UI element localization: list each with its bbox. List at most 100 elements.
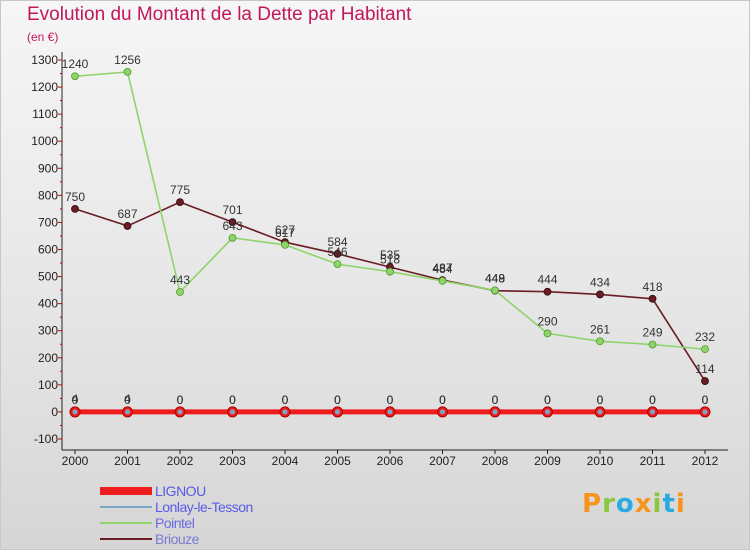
y-tick-label: 1000 (31, 134, 58, 148)
data-label-lonlay-le-tesson: 0 (177, 393, 184, 407)
x-tick-label: 2008 (482, 454, 509, 468)
data-label-lignou: 0 (544, 393, 551, 407)
data-label-lignou: 0 (649, 393, 656, 407)
y-tick-label: -100 (34, 432, 58, 446)
data-point-pointel (176, 288, 184, 296)
data-label-pointel: 249 (642, 326, 662, 340)
data-label-briouze: 434 (590, 275, 610, 289)
data-label-lignou: 0 (124, 393, 131, 407)
y-tick-label: 0 (51, 405, 58, 419)
data-label-pointel: 449 (485, 271, 505, 285)
data-point-briouze (333, 249, 342, 258)
data-label-lignou: 0 (387, 393, 394, 407)
data-point-pointel (701, 345, 709, 354)
legend-label-lonlay-le-tesson: Lonlay-le-Tesson (155, 499, 253, 515)
y-tick-label: 1200 (31, 80, 58, 94)
data-label-briouze: 775 (170, 183, 190, 197)
data-point-pointel (491, 286, 499, 295)
legend-swatch-lignou (100, 487, 152, 495)
x-tick-label: 2002 (167, 454, 194, 468)
data-label-pointel: 1256 (114, 53, 141, 67)
data-label-lignou: 0 (597, 393, 604, 407)
chart-unit: (en €) (27, 30, 59, 44)
data-point-inner-lignou (125, 409, 130, 415)
data-label-pointel: 443 (170, 273, 190, 287)
data-label-briouze: 114 (695, 362, 714, 376)
data-point-inner-lignou (650, 409, 655, 415)
data-label-lonlay-le-tesson: 0 (282, 393, 289, 407)
data-label-briouze: 535 (380, 248, 400, 262)
x-tick-label: 2012 (692, 454, 719, 468)
data-label-pointel: 546 (327, 245, 347, 259)
data-label-briouze: 701 (222, 203, 242, 217)
legend-label-briouze: Briouze (155, 531, 199, 547)
x-tick-label: 2005 (324, 454, 351, 468)
data-label-lonlay-le-tesson: 0 (544, 393, 551, 407)
data-label-briouze: 444 (537, 273, 557, 287)
series-line-pointel (74, 71, 706, 350)
series-line-briouze (74, 201, 706, 382)
data-label-lonlay-le-tesson: 0 (597, 393, 604, 407)
data-label-lignou: 0 (72, 393, 79, 407)
data-label-briouze: 687 (117, 207, 137, 221)
data-point-pointel (281, 240, 289, 249)
data-label-briouze: 584 (327, 235, 347, 249)
data-point-inner-lignou (177, 409, 183, 415)
data-label-pointel: 290 (537, 314, 557, 328)
data-point-briouze (228, 218, 237, 227)
data-point-briouze (543, 287, 552, 296)
data-point-pointel (438, 277, 447, 285)
data-point-inner-lignou (72, 409, 78, 415)
data-label-pointel: 643 (222, 219, 242, 233)
x-tick-label: 2009 (534, 454, 561, 468)
data-label-lignou: 0 (177, 393, 184, 407)
data-label-briouze: 418 (642, 280, 662, 294)
y-tick-label: 200 (38, 351, 58, 365)
y-tick-label: 800 (38, 188, 58, 202)
legend-swatch-pointel (100, 522, 152, 524)
data-point-pointel (543, 329, 552, 338)
data-label-briouze: 487 (432, 261, 452, 275)
data-point-inner-lignou (492, 409, 498, 415)
x-tick-label: 2001 (114, 454, 141, 468)
data-point-pointel (386, 267, 394, 276)
data-point-inner-lignou (282, 409, 288, 415)
data-label-pointel: 518 (380, 253, 400, 267)
data-label-lonlay-le-tesson: 4 (124, 392, 131, 406)
x-tick-label: 2011 (640, 454, 666, 468)
data-label-pointel: 261 (590, 322, 610, 336)
data-point-inner-lignou (440, 409, 445, 415)
legend-swatch-lonlay-le-tesson (100, 506, 152, 508)
data-point-inner-lignou (545, 409, 550, 415)
data-label-briouze: 448 (485, 272, 505, 286)
data-point-inner-lignou (702, 409, 708, 415)
x-tick-label: 2010 (587, 454, 614, 468)
y-tick-label: 500 (38, 270, 58, 284)
data-point-inner-lignou (387, 409, 393, 415)
data-label-pointel: 232 (695, 330, 715, 344)
y-tick-label: 400 (38, 297, 58, 311)
data-label-briouze: 750 (65, 190, 85, 204)
data-label-lonlay-le-tesson: 4 (72, 392, 79, 406)
data-point-pointel (228, 233, 237, 242)
data-label-lignou: 0 (334, 393, 341, 407)
data-label-lonlay-le-tesson: 0 (492, 393, 499, 407)
x-tick-label: 2003 (219, 454, 246, 468)
x-tick-label: 2006 (377, 454, 404, 468)
data-label-lignou: 0 (282, 393, 289, 407)
data-point-pointel (71, 72, 79, 81)
brand-logo: Proxiti (582, 489, 686, 519)
x-tick-label: 2007 (429, 454, 456, 468)
data-point-inner-lignou (597, 409, 603, 415)
data-label-lonlay-le-tesson: 0 (439, 393, 446, 407)
data-point-pointel (333, 260, 342, 269)
data-point-briouze (596, 290, 604, 299)
data-label-lonlay-le-tesson: 0 (229, 393, 236, 407)
data-label-lonlay-le-tesson: 0 (387, 393, 394, 407)
data-label-lonlay-le-tesson: 0 (702, 393, 709, 407)
y-tick-label: 1100 (32, 107, 58, 121)
legend-label-pointel: Pointel (155, 515, 195, 531)
data-label-pointel: 484 (432, 262, 452, 276)
data-point-pointel (648, 340, 657, 349)
y-tick-label: 700 (38, 215, 58, 229)
